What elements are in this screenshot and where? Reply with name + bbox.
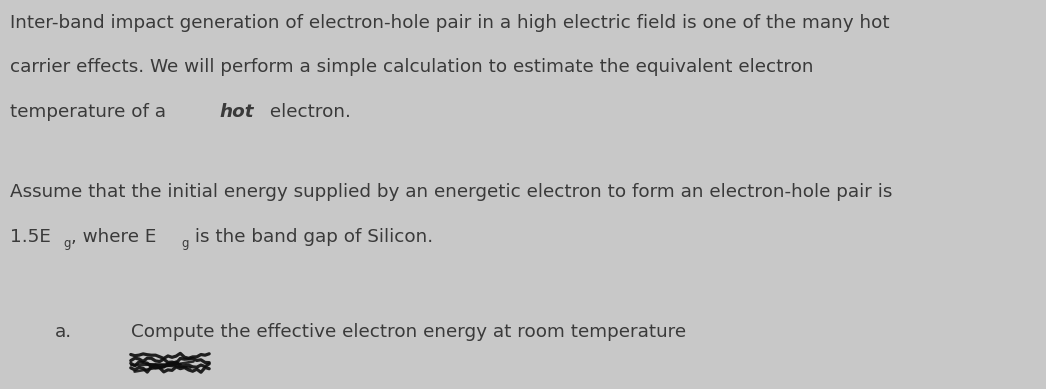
Text: Assume that the initial energy supplied by an energetic electron to form an elec: Assume that the initial energy supplied …: [10, 183, 893, 201]
Text: electron.: electron.: [264, 103, 350, 121]
Text: is the band gap of Silicon.: is the band gap of Silicon.: [189, 228, 433, 245]
Text: g: g: [63, 237, 71, 250]
Text: , where E: , where E: [71, 228, 156, 245]
Text: hot: hot: [220, 103, 254, 121]
Text: g: g: [181, 237, 188, 250]
Text: 1.5E: 1.5E: [10, 228, 51, 245]
Text: Compute the effective electron energy at room temperature: Compute the effective electron energy at…: [131, 323, 686, 341]
Text: Inter-band impact generation of electron-hole pair in a high electric field is o: Inter-band impact generation of electron…: [10, 14, 890, 32]
Text: carrier effects. We will perform a simple calculation to estimate the equivalent: carrier effects. We will perform a simpl…: [10, 58, 814, 76]
Text: temperature of a: temperature of a: [10, 103, 173, 121]
Text: a.: a.: [54, 323, 71, 341]
